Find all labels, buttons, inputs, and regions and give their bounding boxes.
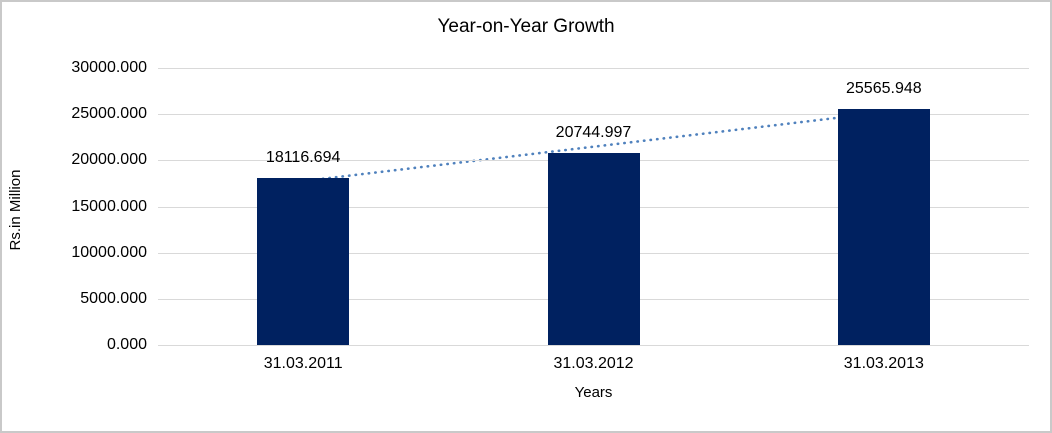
x-axis-category-label: 31.03.2013 — [843, 355, 924, 372]
x-axis-category-label: 31.03.2012 — [553, 355, 634, 372]
y-axis-tick-label: 0.000 — [106, 336, 147, 353]
y-axis-tick-label: 10000.000 — [71, 243, 147, 261]
bar-31.03.2013 — [837, 108, 930, 345]
y-axis-tick-label: 20000.000 — [71, 151, 147, 169]
y-axis-tick-label: 15000.000 — [71, 197, 147, 215]
gridline — [158, 68, 1029, 69]
bar-data-label: 25565.948 — [846, 79, 922, 97]
bar-data-label: 18116.694 — [265, 148, 341, 166]
plot-area: 18116.694 20744.997 25565.948 — [158, 68, 1029, 346]
y-axis-title: Rs.in Million — [7, 169, 24, 251]
gridline — [158, 345, 1029, 346]
chart-title: Year-on-Year Growth — [437, 16, 615, 37]
y-axis-tick-label: 25000.000 — [71, 105, 147, 123]
gridline — [158, 114, 1029, 116]
bar-data-label: 20744.997 — [555, 124, 632, 142]
bar-31.03.2012 — [547, 153, 640, 345]
x-axis-category-label: 31.03.2011 — [263, 355, 343, 372]
x-axis-title: Years — [574, 384, 613, 401]
y-axis-tick-label: 30000.000 — [71, 59, 147, 76]
bar-31.03.2011 — [257, 177, 350, 345]
y-axis-tick-label: 5000.000 — [80, 289, 147, 307]
